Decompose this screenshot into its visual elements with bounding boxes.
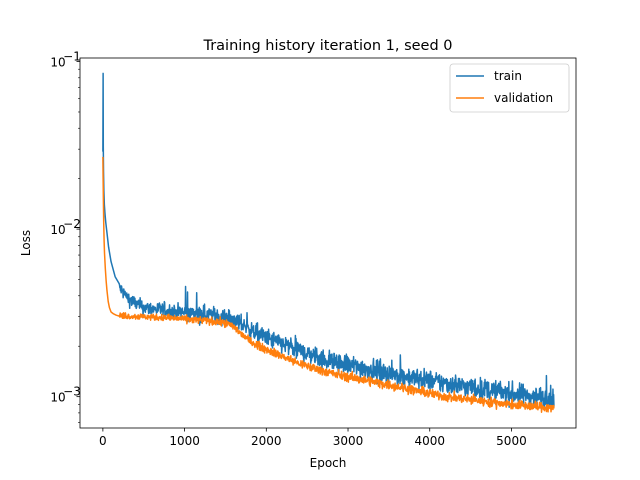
y-tick-exponent: −2	[63, 217, 81, 231]
series-line-validation	[102, 156, 555, 413]
y-axis: 10−310−210−1	[50, 50, 81, 423]
plot-frame	[79, 57, 577, 429]
x-axis-label: Epoch	[310, 456, 347, 470]
legend-label-train: train	[494, 69, 522, 83]
x-tick-label: 0	[99, 434, 107, 448]
x-tick-label: 1000	[169, 434, 200, 448]
legend: train validation	[449, 63, 570, 113]
x-tick-label: 5000	[496, 434, 527, 448]
x-axis: 0 1000 2000 3000 4000 5000	[99, 428, 527, 448]
y-tick-exponent: −3	[63, 385, 81, 399]
y-tick-label: 10	[50, 223, 65, 237]
series-layer	[102, 72, 555, 413]
y-tick-exponent: −1	[63, 50, 81, 64]
legend-label-validation: validation	[494, 91, 553, 105]
x-tick-label: 4000	[414, 434, 445, 448]
y-tick-label: 10	[50, 56, 65, 70]
series-line-train	[102, 72, 555, 410]
x-tick-label: 3000	[333, 434, 364, 448]
y-axis-label: Loss	[19, 230, 33, 256]
y-tick-label: 10	[50, 391, 65, 405]
chart-title: Training history iteration 1, seed 0	[202, 38, 452, 54]
x-tick-label: 2000	[251, 434, 282, 448]
